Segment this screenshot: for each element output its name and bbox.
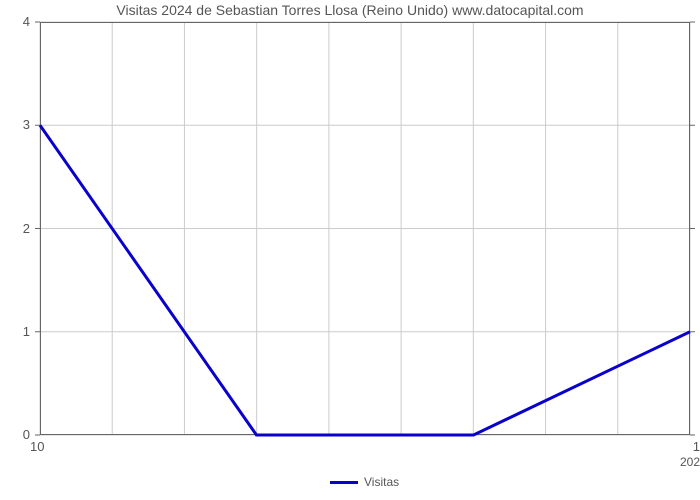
ytick-label: 3 — [0, 117, 30, 132]
legend-label: Visitas — [364, 475, 399, 489]
xtick-label-end: 1 — [670, 439, 700, 454]
plot-area — [40, 22, 690, 435]
ytick-label: 2 — [0, 221, 30, 236]
ytick-label: 4 — [0, 14, 30, 29]
chart-title: Visitas 2024 de Sebastian Torres Llosa (… — [0, 2, 700, 18]
ytick-label: 0 — [0, 427, 30, 442]
xtick-label-start: 10 — [30, 439, 60, 454]
x-sublabel-end: 202 — [660, 455, 700, 469]
chart-container: Visitas 2024 de Sebastian Torres Llosa (… — [0, 0, 700, 500]
ytick-label: 1 — [0, 324, 30, 339]
legend-line — [330, 481, 358, 484]
legend: Visitas — [330, 475, 399, 489]
plot-svg — [40, 22, 690, 435]
